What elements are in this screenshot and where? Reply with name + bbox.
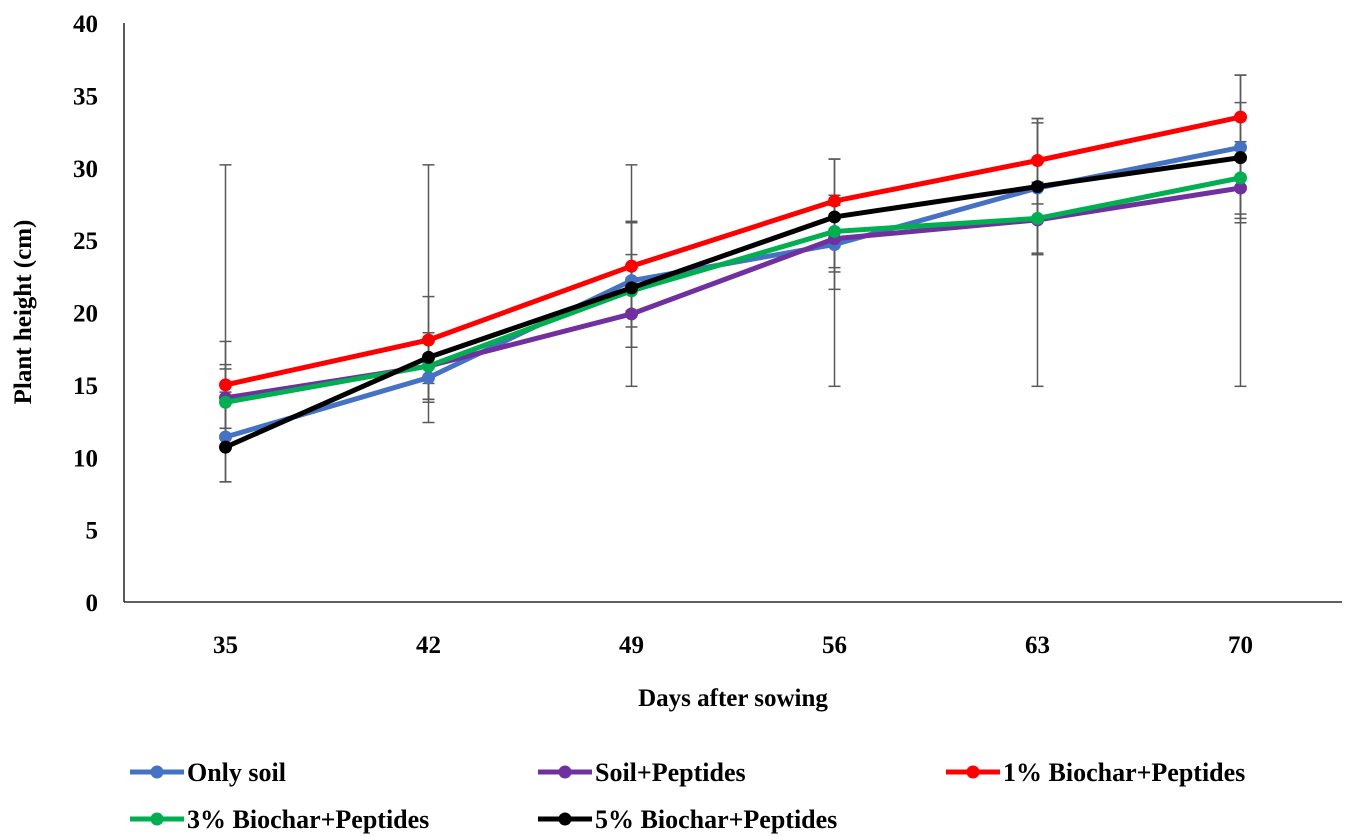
legend-label: Only soil (187, 758, 286, 787)
x-tick-label: 35 (213, 632, 238, 659)
legend-label: Soil+Peptides (595, 758, 746, 787)
legend-swatch-marker (558, 765, 572, 779)
series-line (223, 144, 1243, 440)
legend-label: 3% Biochar+Peptides (187, 805, 429, 834)
series-lines (219, 110, 1247, 454)
data-point (1234, 110, 1247, 124)
data-point (625, 307, 638, 321)
data-point (828, 194, 841, 208)
data-point (219, 430, 232, 444)
y-tick-label: 0 (86, 590, 99, 617)
x-tick-label: 70 (1228, 632, 1253, 659)
legend-swatch-marker (150, 812, 164, 826)
y-tick-label: 30 (73, 156, 98, 183)
y-tick-label: 35 (73, 83, 98, 110)
y-tick-label: 40 (73, 11, 98, 38)
legend-item: 5% Biochar+Peptides (538, 805, 837, 834)
legend-item: 3% Biochar+Peptides (130, 805, 429, 834)
x-tick-label: 56 (822, 632, 847, 659)
data-point (1234, 171, 1247, 185)
data-point (1031, 211, 1044, 225)
data-point (1234, 151, 1247, 165)
data-point (219, 395, 232, 409)
data-point (1031, 180, 1044, 194)
legend-label: 1% Biochar+Peptides (1003, 758, 1245, 787)
legend-item: 1% Biochar+Peptides (946, 758, 1245, 787)
y-tick-label: 10 (73, 445, 98, 472)
axes (123, 23, 1342, 603)
data-point (422, 350, 435, 364)
legend-swatch-marker (966, 765, 980, 779)
x-axis-title: Days after sowing (638, 685, 828, 712)
data-point (1031, 154, 1044, 168)
y-tick-label: 20 (73, 301, 98, 328)
legend-swatch-marker (150, 765, 164, 779)
data-point (828, 224, 841, 238)
data-point (1234, 181, 1247, 195)
data-point (219, 440, 232, 454)
legend: Only soil Soil+Peptides 1% Biochar+Peptide… (130, 758, 1245, 834)
x-tick-label: 49 (619, 632, 644, 659)
series-line (223, 155, 1243, 450)
series-line (223, 185, 1243, 401)
legend-label: 5% Biochar+Peptides (595, 805, 837, 834)
data-point (828, 210, 841, 224)
data-point (219, 378, 232, 392)
series-line (223, 114, 1243, 388)
x-tick-label: 42 (416, 632, 441, 659)
data-point (1234, 140, 1247, 154)
y-tick-label: 5 (86, 518, 99, 545)
y-axis-title: Plant height (cm) (10, 220, 37, 405)
data-point (422, 333, 435, 347)
legend-item: Soil+Peptides (538, 758, 746, 787)
y-tick-label: 25 (73, 228, 98, 255)
data-point (625, 281, 638, 295)
data-point (422, 371, 435, 385)
y-tick-labels: 0 5 10 15 20 25 30 35 40 (73, 11, 98, 617)
y-tick-label: 15 (73, 373, 98, 400)
x-tick-labels: 35 42 49 56 63 70 (213, 632, 1253, 659)
legend-item: Only soil (130, 758, 286, 787)
legend-swatch-marker (558, 812, 572, 826)
data-point (625, 259, 638, 273)
error-bar (219, 164, 232, 483)
x-tick-label: 63 (1025, 632, 1050, 659)
